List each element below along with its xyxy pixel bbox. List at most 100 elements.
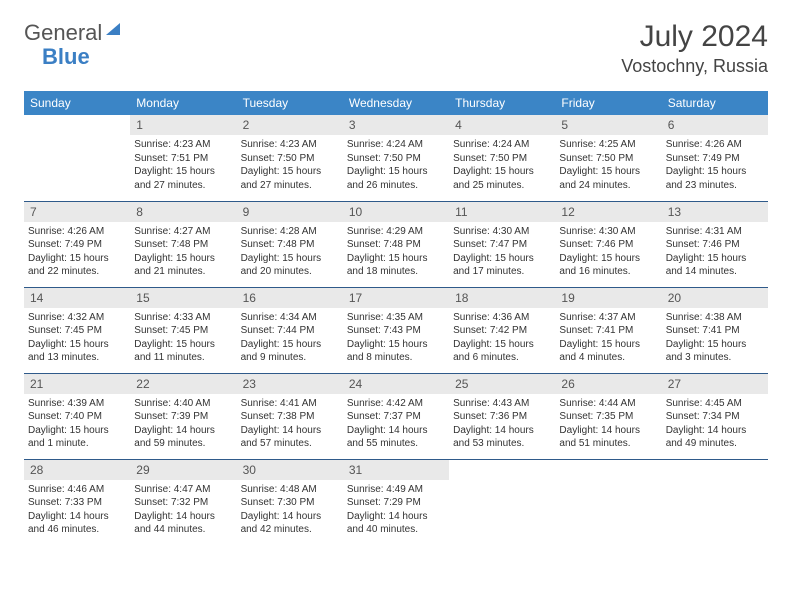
sunrise-text: Sunrise: 4:47 AM	[134, 483, 232, 497]
calendar-day-cell: 26Sunrise: 4:44 AMSunset: 7:35 PMDayligh…	[555, 373, 661, 459]
calendar-day-cell: 29Sunrise: 4:47 AMSunset: 7:32 PMDayligh…	[130, 459, 236, 545]
sunset-text: Sunset: 7:34 PM	[666, 410, 764, 424]
daylight-text: Daylight: 14 hours and 44 minutes.	[134, 510, 232, 537]
day-info: Sunrise: 4:34 AMSunset: 7:44 PMDaylight:…	[241, 311, 339, 365]
day-number: 2	[237, 115, 343, 135]
sunrise-text: Sunrise: 4:32 AM	[28, 311, 126, 325]
sunset-text: Sunset: 7:45 PM	[28, 324, 126, 338]
day-number: 28	[24, 460, 130, 480]
calendar-day-cell: 23 Sunrise: 4:41 AMSunset: 7:38 PMDayligh…	[237, 373, 343, 459]
location: Vostochny, Russia	[621, 56, 768, 77]
sunrise-text: Sunrise: 4:24 AM	[347, 138, 445, 152]
day-info: Sunrise: 4:23 AMSunset: 7:51 PMDaylight:…	[134, 138, 232, 192]
day-info: Sunrise: 4:47 AMSunset: 7:32 PMDaylight:…	[134, 483, 232, 537]
day-number: 24	[343, 374, 449, 394]
daylight-text: Daylight: 14 hours and 46 minutes.	[28, 510, 126, 537]
sunset-text: Sunset: 7:33 PM	[28, 496, 126, 510]
daylight-text: Daylight: 15 hours and 9 minutes.	[241, 338, 339, 365]
day-info: Sunrise: 4:27 AMSunset: 7:48 PMDaylight:…	[134, 225, 232, 279]
sunrise-text: Sunrise: 4:26 AM	[28, 225, 126, 239]
sunrise-text: Sunrise: 4:23 AM	[134, 138, 232, 152]
day-info: Sunrise: 4:33 AMSunset: 7:45 PMDaylight:…	[134, 311, 232, 365]
daylight-text: Daylight: 15 hours and 14 minutes.	[666, 252, 764, 279]
day-number: 17	[343, 288, 449, 308]
day-number: 21	[24, 374, 130, 394]
day-info: Sunrise: 4:30 AMSunset: 7:47 PMDaylight:…	[453, 225, 551, 279]
calendar-body: 1 Sunrise: 4:23 AMSunset: 7:51 PMDaylight…	[24, 115, 768, 545]
day-number: 15	[130, 288, 236, 308]
dow-sunday: Sunday	[24, 91, 130, 115]
calendar-day-cell: 27Sunrise: 4:45 AMSunset: 7:34 PMDayligh…	[662, 373, 768, 459]
day-info: Sunrise: 4:31 AMSunset: 7:46 PMDaylight:…	[666, 225, 764, 279]
day-info: Sunrise: 4:37 AMSunset: 7:41 PMDaylight:…	[559, 311, 657, 365]
daylight-text: Daylight: 15 hours and 16 minutes.	[559, 252, 657, 279]
daylight-text: Daylight: 15 hours and 21 minutes.	[134, 252, 232, 279]
logo-triangle-icon	[104, 21, 122, 39]
day-info: Sunrise: 4:46 AMSunset: 7:33 PMDaylight:…	[28, 483, 126, 537]
sunset-text: Sunset: 7:49 PM	[28, 238, 126, 252]
sunrise-text: Sunrise: 4:36 AM	[453, 311, 551, 325]
daylight-text: Daylight: 15 hours and 24 minutes.	[559, 165, 657, 192]
sunset-text: Sunset: 7:47 PM	[453, 238, 551, 252]
day-number: 16	[237, 288, 343, 308]
calendar-day-cell: 11Sunrise: 4:30 AMSunset: 7:47 PMDayligh…	[449, 201, 555, 287]
calendar-day-cell: 17Sunrise: 4:35 AMSunset: 7:43 PMDayligh…	[343, 287, 449, 373]
daylight-text: Daylight: 15 hours and 18 minutes.	[347, 252, 445, 279]
calendar-table: Sunday Monday Tuesday Wednesday Thursday…	[24, 91, 768, 545]
sunset-text: Sunset: 7:46 PM	[559, 238, 657, 252]
day-number: 5	[555, 115, 661, 135]
calendar-week-row: 21Sunrise: 4:39 AMSunset: 7:40 PMDayligh…	[24, 373, 768, 459]
sunset-text: Sunset: 7:41 PM	[666, 324, 764, 338]
calendar-day-cell: 6Sunrise: 4:26 AMSunset: 7:49 PMDaylight…	[662, 115, 768, 201]
sunrise-text: Sunrise: 4:40 AM	[134, 397, 232, 411]
sunset-text: Sunset: 7:50 PM	[559, 152, 657, 166]
sunset-text: Sunset: 7:29 PM	[347, 496, 445, 510]
sunrise-text: Sunrise: 4:45 AM	[666, 397, 764, 411]
day-info: Sunrise: 4:29 AMSunset: 7:48 PMDaylight:…	[347, 225, 445, 279]
day-number: 19	[555, 288, 661, 308]
daylight-text: Daylight: 15 hours and 27 minutes.	[134, 165, 232, 192]
day-number: 10	[343, 202, 449, 222]
sunrise-text: Sunrise: 4:44 AM	[559, 397, 657, 411]
daylight-text: Daylight: 15 hours and 13 minutes.	[28, 338, 126, 365]
daylight-text: Daylight: 14 hours and 57 minutes.	[241, 424, 339, 451]
calendar-day-cell: 28 Sunrise: 4:46 AMSunset: 7:33 PMDayligh…	[24, 459, 130, 545]
calendar-day-cell: 22Sunrise: 4:40 AMSunset: 7:39 PMDayligh…	[130, 373, 236, 459]
day-info: Sunrise: 4:32 AMSunset: 7:45 PMDaylight:…	[28, 311, 126, 365]
calendar-day-cell: 31Sunrise: 4:49 AMSunset: 7:29 PMDayligh…	[343, 459, 449, 545]
sunrise-text: Sunrise: 4:48 AM	[241, 483, 339, 497]
calendar-day-cell: 20Sunrise: 4:38 AMSunset: 7:41 PMDayligh…	[662, 287, 768, 373]
day-info: Sunrise: 4:30 AMSunset: 7:46 PMDaylight:…	[559, 225, 657, 279]
daylight-text: Daylight: 15 hours and 20 minutes.	[241, 252, 339, 279]
sunrise-text: Sunrise: 4:25 AM	[559, 138, 657, 152]
daylight-text: Daylight: 14 hours and 59 minutes.	[134, 424, 232, 451]
sunrise-text: Sunrise: 4:43 AM	[453, 397, 551, 411]
day-number: 1	[130, 115, 236, 135]
day-number: 9	[237, 202, 343, 222]
calendar-day-cell: 3Sunrise: 4:24 AMSunset: 7:50 PMDaylight…	[343, 115, 449, 201]
sunset-text: Sunset: 7:46 PM	[666, 238, 764, 252]
day-info: Sunrise: 4:45 AMSunset: 7:34 PMDaylight:…	[666, 397, 764, 451]
calendar-week-row: 1 Sunrise: 4:23 AMSunset: 7:51 PMDaylight…	[24, 115, 768, 201]
sunset-text: Sunset: 7:41 PM	[559, 324, 657, 338]
day-number: 26	[555, 374, 661, 394]
sunset-text: Sunset: 7:44 PM	[241, 324, 339, 338]
day-number: 23	[237, 374, 343, 394]
day-info: Sunrise: 4:40 AMSunset: 7:39 PMDaylight:…	[134, 397, 232, 451]
sunset-text: Sunset: 7:48 PM	[241, 238, 339, 252]
dow-thursday: Thursday	[449, 91, 555, 115]
calendar-day-cell: 25Sunrise: 4:43 AMSunset: 7:36 PMDayligh…	[449, 373, 555, 459]
daylight-text: Daylight: 15 hours and 1 minute.	[28, 424, 126, 451]
sunrise-text: Sunrise: 4:46 AM	[28, 483, 126, 497]
sunrise-text: Sunrise: 4:26 AM	[666, 138, 764, 152]
month-title: July 2024	[621, 20, 768, 54]
sunset-text: Sunset: 7:32 PM	[134, 496, 232, 510]
calendar-day-cell: 5 Sunrise: 4:25 AMSunset: 7:50 PMDaylight…	[555, 115, 661, 201]
logo: General	[24, 20, 122, 46]
sunset-text: Sunset: 7:42 PM	[453, 324, 551, 338]
calendar-day-cell: 7Sunrise: 4:26 AMSunset: 7:49 PMDaylight…	[24, 201, 130, 287]
daylight-text: Daylight: 15 hours and 26 minutes.	[347, 165, 445, 192]
calendar-empty-cell	[555, 459, 661, 545]
day-info: Sunrise: 4:24 AMSunset: 7:50 PMDaylight:…	[347, 138, 445, 192]
day-info: Sunrise: 4:41 AMSunset: 7:38 PMDaylight:…	[241, 397, 339, 451]
